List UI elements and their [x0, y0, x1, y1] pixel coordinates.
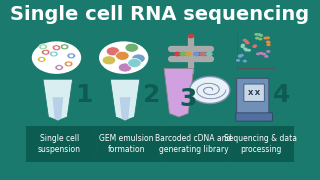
Circle shape: [244, 49, 249, 51]
Circle shape: [243, 60, 247, 62]
Circle shape: [200, 52, 206, 56]
FancyBboxPatch shape: [236, 113, 272, 121]
Circle shape: [44, 51, 48, 54]
Circle shape: [255, 37, 259, 40]
Circle shape: [106, 47, 120, 56]
Circle shape: [266, 40, 270, 43]
Circle shape: [39, 44, 47, 50]
Circle shape: [244, 40, 249, 43]
Circle shape: [57, 66, 61, 69]
Text: 2: 2: [142, 83, 160, 107]
Circle shape: [266, 43, 271, 46]
Circle shape: [193, 52, 200, 56]
Circle shape: [40, 58, 44, 61]
Circle shape: [50, 51, 58, 57]
Circle shape: [174, 52, 181, 56]
Circle shape: [254, 33, 259, 36]
Circle shape: [236, 59, 240, 62]
Circle shape: [240, 54, 244, 57]
Circle shape: [237, 55, 242, 57]
Circle shape: [179, 52, 186, 56]
Circle shape: [132, 54, 145, 63]
Circle shape: [67, 62, 71, 65]
Circle shape: [259, 52, 263, 55]
Circle shape: [64, 61, 73, 67]
Text: Barcoded cDNA and
generating library: Barcoded cDNA and generating library: [156, 134, 232, 154]
Polygon shape: [26, 126, 98, 162]
Text: 3: 3: [180, 87, 197, 111]
Circle shape: [41, 49, 50, 55]
Circle shape: [243, 47, 247, 50]
Circle shape: [52, 45, 61, 51]
Text: GEM emulsion
formation: GEM emulsion formation: [99, 134, 154, 154]
Polygon shape: [110, 79, 140, 121]
Circle shape: [258, 38, 262, 40]
Circle shape: [253, 44, 257, 47]
Circle shape: [52, 53, 56, 55]
Circle shape: [241, 44, 245, 47]
Circle shape: [116, 51, 129, 60]
Text: 1: 1: [75, 83, 93, 107]
Text: Single cell
suspension: Single cell suspension: [38, 134, 81, 154]
Text: Sequencing & data
processing: Sequencing & data processing: [224, 134, 297, 154]
Circle shape: [41, 45, 45, 48]
Circle shape: [243, 39, 247, 42]
Circle shape: [37, 57, 46, 62]
Text: 4: 4: [273, 83, 290, 107]
Circle shape: [262, 53, 266, 56]
Circle shape: [259, 34, 263, 37]
Text: Single cell RNA sequencing: Single cell RNA sequencing: [11, 5, 309, 24]
Circle shape: [257, 33, 262, 36]
Circle shape: [264, 55, 268, 58]
Polygon shape: [52, 97, 63, 121]
Circle shape: [98, 40, 149, 75]
Circle shape: [263, 37, 268, 39]
Circle shape: [55, 65, 63, 70]
Polygon shape: [43, 79, 73, 121]
Circle shape: [188, 34, 195, 38]
Text: X X: X X: [248, 90, 260, 96]
Circle shape: [31, 40, 82, 75]
Polygon shape: [120, 97, 131, 121]
Circle shape: [62, 45, 67, 48]
Circle shape: [266, 50, 270, 53]
Circle shape: [238, 55, 242, 58]
Circle shape: [189, 76, 230, 104]
Circle shape: [256, 52, 260, 55]
Circle shape: [247, 49, 251, 52]
Circle shape: [252, 45, 257, 48]
Circle shape: [245, 42, 250, 44]
Circle shape: [69, 54, 73, 57]
Polygon shape: [164, 68, 194, 117]
Circle shape: [185, 52, 192, 56]
Circle shape: [206, 52, 213, 56]
Circle shape: [266, 36, 270, 39]
FancyBboxPatch shape: [236, 78, 269, 120]
Circle shape: [125, 43, 139, 52]
Circle shape: [60, 44, 69, 50]
FancyBboxPatch shape: [244, 84, 264, 101]
Polygon shape: [93, 126, 165, 162]
Polygon shape: [160, 126, 232, 162]
Circle shape: [54, 46, 59, 49]
Circle shape: [102, 56, 116, 65]
Circle shape: [128, 58, 141, 68]
Circle shape: [240, 45, 245, 48]
Circle shape: [67, 53, 76, 59]
Circle shape: [266, 41, 271, 44]
Polygon shape: [227, 126, 294, 162]
Circle shape: [118, 63, 132, 72]
